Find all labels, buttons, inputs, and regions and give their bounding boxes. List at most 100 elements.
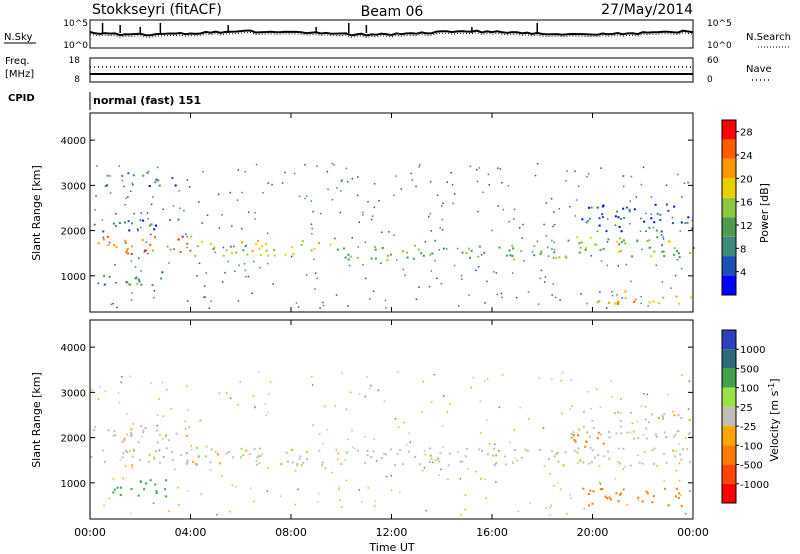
power-cell [319, 307, 321, 309]
power-cell [452, 202, 454, 205]
power-cell [588, 173, 590, 175]
power-cell [329, 243, 332, 246]
velocity-cell [294, 470, 297, 472]
velocity-cell [609, 498, 612, 501]
power-cell [129, 283, 131, 286]
power-cell [121, 179, 124, 182]
power-cell [606, 229, 608, 232]
velocity-cell [385, 476, 388, 478]
velocity-cell [144, 427, 147, 429]
power-cell [225, 249, 228, 252]
power-cell [322, 304, 325, 307]
velocity-cell [99, 386, 101, 388]
velocity-cell [674, 433, 677, 436]
power-cell [127, 172, 130, 175]
velocity-cell [186, 490, 189, 492]
power-cell [415, 298, 418, 300]
power-cell [97, 242, 100, 245]
power-cell [502, 208, 505, 211]
velocity-cell [619, 462, 621, 465]
power-cell [679, 230, 681, 232]
power-cell [124, 241, 127, 244]
velocity-cell [680, 505, 683, 507]
velocity-cell [672, 411, 674, 413]
velocity-cell [475, 470, 477, 473]
power-cell [477, 210, 479, 213]
power-cell [595, 243, 598, 246]
velocity-cell [594, 456, 596, 459]
velocity-cell [219, 462, 222, 465]
power-cell [673, 205, 676, 208]
velocity-cell [126, 451, 129, 453]
velocity-cell [155, 490, 158, 493]
power-cell [313, 258, 315, 261]
power-cell [588, 217, 591, 220]
power-cell [622, 207, 625, 210]
velocity-cell [370, 384, 372, 387]
power-cell [380, 262, 382, 264]
velocity-cell [663, 480, 665, 482]
power-cell [611, 291, 613, 293]
power-cell [340, 190, 342, 192]
velocity-cell [617, 500, 620, 503]
velocity-cell [123, 437, 126, 440]
power-cell [162, 208, 164, 210]
velocity-cell [569, 493, 571, 496]
velocity-cell [603, 455, 606, 458]
power-cell [327, 188, 329, 190]
power-cell [132, 184, 134, 186]
power-cell [646, 240, 649, 242]
power-cell [127, 196, 129, 198]
power-cell [344, 256, 347, 259]
power-cell [273, 254, 276, 257]
power-colorbar-tick-label: 20 [740, 174, 753, 185]
velocity-cell [529, 502, 531, 504]
x-tick-label: 00:00 [74, 526, 106, 539]
power-cell [468, 294, 470, 296]
power-cell [169, 218, 172, 221]
power-cell [567, 239, 570, 242]
power-cell [493, 271, 495, 273]
power-cell [205, 272, 207, 274]
power-cell [179, 207, 181, 209]
power-cell [497, 205, 499, 207]
power-cell [618, 243, 621, 246]
power-cell [186, 235, 189, 238]
power-cell [362, 214, 364, 216]
velocity-cell [90, 389, 93, 391]
power-cell [677, 302, 680, 305]
velocity-cell [459, 478, 462, 480]
velocity-cell [646, 492, 649, 495]
power-cell [231, 225, 233, 227]
velocity-cell [679, 453, 682, 456]
power-cell [131, 245, 134, 248]
power-cell [202, 170, 204, 173]
velocity-colorbar-swatch [722, 483, 736, 503]
velocity-cell [583, 410, 585, 413]
power-cell [498, 246, 501, 249]
power-cell [130, 260, 133, 262]
velocity-cell [641, 462, 644, 465]
velocity-cell [438, 474, 440, 476]
power-cell [564, 255, 567, 258]
velocity-cell [688, 433, 690, 436]
power-cell [292, 253, 295, 256]
velocity-cell [422, 380, 425, 383]
power-cell [362, 264, 364, 266]
power-cell [358, 221, 360, 223]
velocity-cell [549, 472, 551, 475]
velocity-cell [231, 484, 233, 486]
velocity-cell [159, 461, 161, 464]
velocity-cell [615, 492, 618, 495]
velocity-cell [235, 486, 237, 488]
power-cell [245, 275, 247, 278]
power-cell [160, 277, 163, 280]
power-cell [590, 255, 592, 257]
power-cell [468, 247, 471, 250]
power-cell [553, 248, 556, 251]
velocity-cell [592, 426, 595, 429]
power-cell [246, 253, 249, 256]
velocity-cell [443, 395, 445, 397]
velocity-cell [617, 461, 619, 463]
x-tick-label: 16:00 [476, 526, 508, 539]
